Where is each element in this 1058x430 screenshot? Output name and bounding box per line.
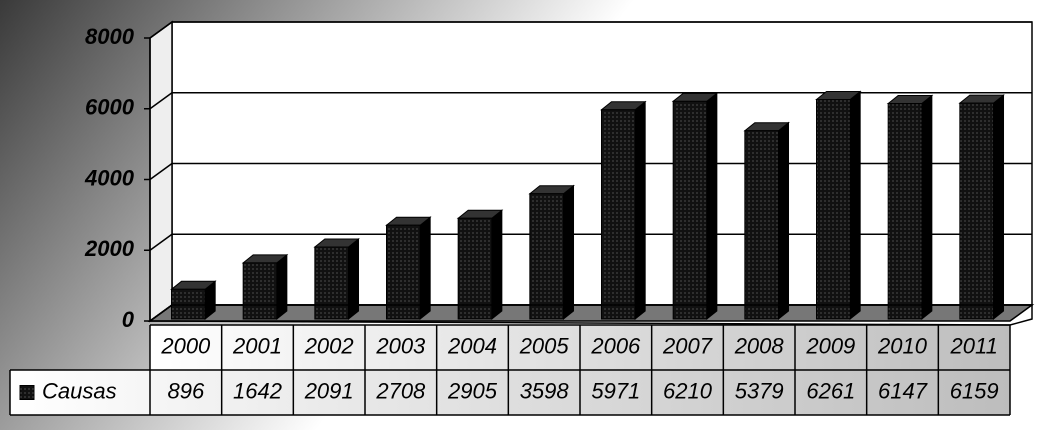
- bar: [242, 262, 278, 320]
- table-value: 2905: [447, 378, 498, 403]
- x-tick-label: 2006: [590, 333, 641, 358]
- table-value: 3598: [520, 378, 570, 403]
- table-value: 1642: [233, 378, 282, 403]
- bar: [959, 102, 995, 320]
- y-tick-label: 6000: [85, 95, 135, 120]
- x-tick-label: 2003: [375, 333, 426, 358]
- grid-line-side: [149, 21, 173, 39]
- x-tick-label: 2001: [232, 333, 282, 358]
- bar: [744, 130, 780, 320]
- table-value: 896: [167, 378, 204, 403]
- bar: [457, 217, 493, 320]
- x-tick-label: 2004: [447, 333, 497, 358]
- table-value: 6261: [806, 378, 855, 403]
- bar: [816, 99, 851, 320]
- y-tick-label: 2000: [84, 236, 135, 261]
- y-tick-label: 4000: [84, 165, 135, 190]
- bar: [171, 288, 206, 320]
- grid-line-side: [149, 92, 173, 110]
- bar-side: [491, 209, 503, 321]
- bar-side: [849, 90, 861, 321]
- bar-side: [419, 216, 431, 321]
- x-tick-label: 2007: [662, 333, 713, 358]
- table-value: 2708: [375, 378, 426, 403]
- table-value: 5971: [591, 378, 640, 403]
- table-bg: [10, 370, 1010, 415]
- bar-side: [921, 94, 933, 321]
- bar-side: [634, 100, 646, 321]
- bar: [672, 100, 708, 320]
- table-value: 2091: [304, 378, 354, 403]
- table-value: 5379: [735, 378, 784, 403]
- bar-side: [276, 253, 288, 321]
- table-value: 6147: [878, 378, 928, 403]
- table-value: 6210: [663, 378, 713, 403]
- x-tick-label: 2005: [519, 333, 570, 358]
- x-tick-label: 2008: [734, 333, 785, 358]
- bar-side: [348, 237, 360, 321]
- bar-side: [993, 94, 1005, 321]
- x-tick-label: 2009: [805, 333, 855, 358]
- x-tick-label: 2010: [877, 333, 928, 358]
- x-tick-label: 2002: [304, 333, 354, 358]
- bar: [887, 103, 923, 320]
- bar-side: [778, 121, 790, 321]
- grid-line-side: [149, 162, 173, 181]
- bar-side: [706, 92, 718, 321]
- legend-label: Causas: [42, 378, 117, 403]
- bar: [314, 246, 350, 320]
- y-tick-label: 0: [122, 307, 135, 332]
- x-tick-label: 2000: [160, 333, 211, 358]
- bar: [601, 109, 636, 320]
- grid-line-side: [149, 233, 173, 251]
- legend-swatch: [19, 385, 35, 400]
- table-value: 6159: [950, 378, 999, 403]
- bar: [386, 224, 421, 320]
- bar: [529, 193, 565, 320]
- x-tick-label: 2011: [950, 333, 998, 358]
- bar-side: [563, 184, 575, 321]
- y-tick-label: 8000: [85, 24, 135, 49]
